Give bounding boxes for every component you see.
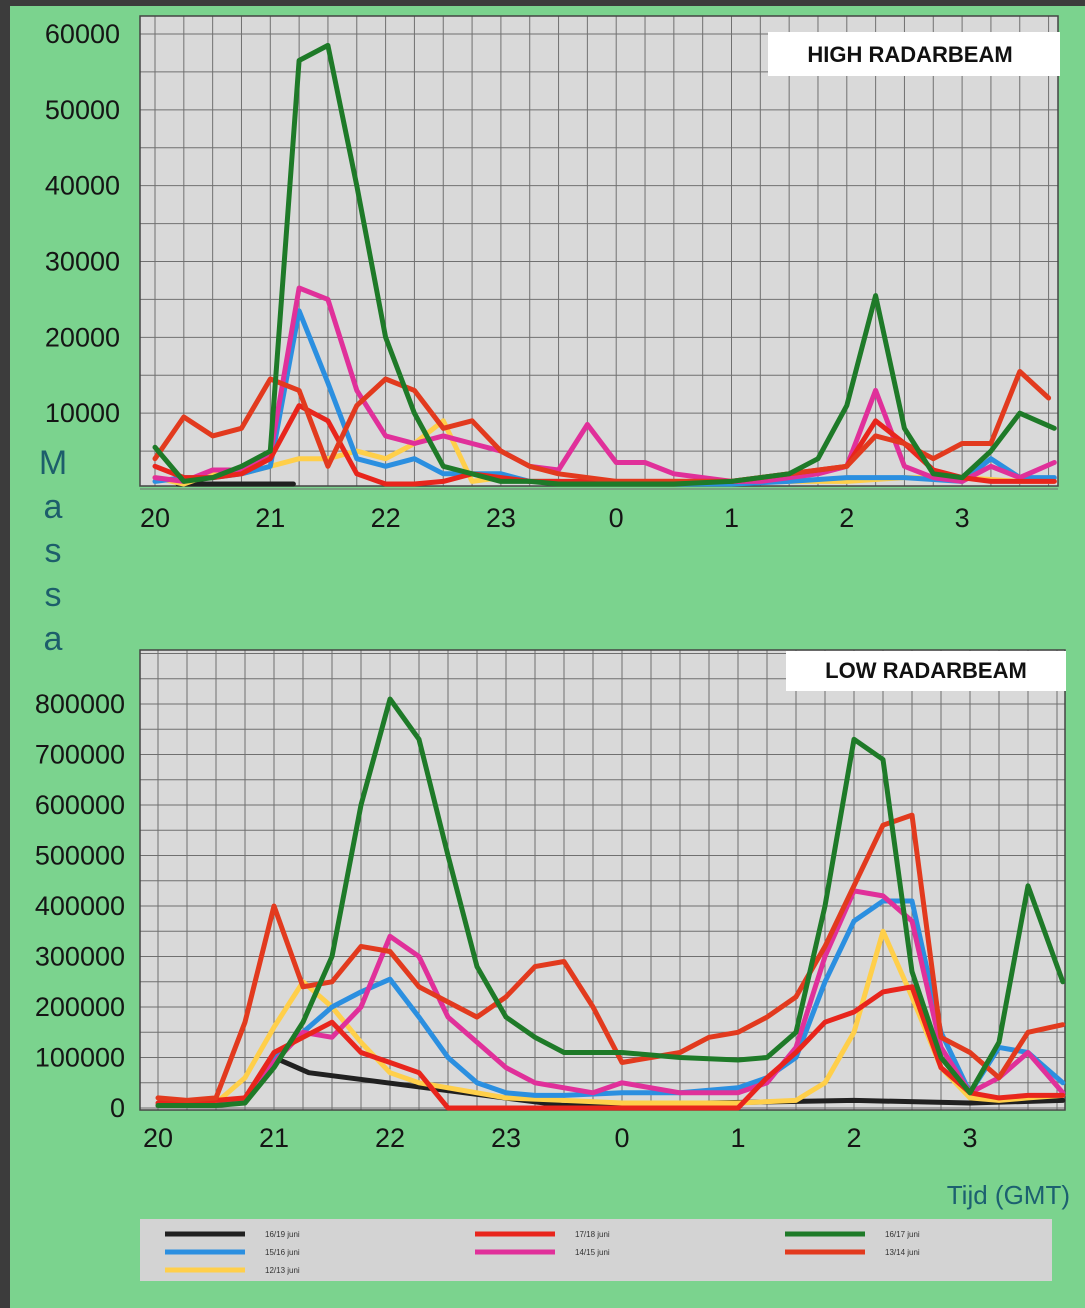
series-line-15-16-juni	[152, 308, 1057, 487]
x-tick-label: 21	[255, 503, 285, 533]
low-title-box	[786, 651, 1066, 691]
low-radarbeam-chart: 0 100000 200000 300000 400000 500000 600000 700…	[35, 649, 1066, 1153]
legend-label: 16/17 juni	[885, 1230, 920, 1239]
y-tick-label: 40000	[45, 171, 120, 201]
y-axis-label-letter-3: s	[45, 532, 62, 570]
x-tick-label: 1	[730, 1123, 745, 1153]
high-series-lines	[152, 42, 1057, 487]
legend-items: 16/19 juni 17/18 juni 16/17 juni 15/16 juni…	[165, 1230, 920, 1275]
legend-box	[140, 1219, 1052, 1281]
y-tick-label: 200000	[35, 992, 125, 1022]
y-axis-label-letter-5: a	[44, 620, 63, 658]
x-tick-label: 0	[609, 503, 624, 533]
series-line-13-14-juni	[155, 812, 1066, 1103]
series-line-17-18-juni	[155, 984, 1066, 1111]
legend-label: 13/14 juni	[885, 1248, 920, 1257]
x-tick-label: 0	[614, 1123, 629, 1153]
low-x-axis: 20 21 22 23 0 1 2 3	[143, 1123, 978, 1153]
series-line-13-14-juni	[152, 369, 1052, 484]
y-tick-label: 50000	[45, 95, 120, 125]
x-tick-label: 3	[955, 503, 970, 533]
legend-label: 14/15 juni	[575, 1248, 610, 1257]
x-axis-label: Tijd (GMT)	[947, 1180, 1070, 1210]
y-tick-label: 800000	[35, 689, 125, 719]
y-tick-label: 10000	[45, 398, 120, 428]
y-tick-label: 700000	[35, 740, 125, 770]
low-plot-area	[140, 650, 1065, 1110]
legend-label: 12/13 juni	[265, 1266, 300, 1275]
legend: 16/19 juni 17/18 juni 16/17 juni 15/16 juni…	[140, 1219, 1052, 1281]
y-tick-label: 600000	[35, 790, 125, 820]
series-line-16-17-juni	[155, 696, 1066, 1108]
y-tick-label: 30000	[45, 247, 120, 277]
y-axis-label-letter-2: a	[44, 488, 63, 526]
legend-label: 15/16 juni	[265, 1248, 300, 1257]
x-tick-label: 2	[839, 503, 854, 533]
y-tick-label: 100000	[35, 1043, 125, 1073]
x-tick-label: 20	[143, 1123, 173, 1153]
low-series-lines	[155, 696, 1066, 1111]
y-tick-label: 500000	[35, 841, 125, 871]
x-tick-label: 20	[140, 503, 170, 533]
y-tick-label: 300000	[35, 942, 125, 972]
series-line-16-17-juni	[152, 42, 1057, 487]
y-tick-label: 400000	[35, 891, 125, 921]
x-tick-label: 1	[724, 503, 739, 533]
x-tick-label: 22	[375, 1123, 405, 1153]
high-x-axis: 20 21 22 23 0 1 2 3	[140, 503, 970, 533]
y-axis-label: M a s s a	[39, 444, 67, 658]
legend-label: 16/19 juni	[265, 1230, 300, 1239]
high-y-axis: 10000 20000 30000 40000 50000 60000	[45, 19, 120, 428]
x-tick-label: 2	[846, 1123, 861, 1153]
high-title-box	[768, 32, 1060, 76]
low-y-axis: 0 100000 200000 300000 400000 500000 600000 700…	[35, 689, 125, 1123]
x-tick-label: 23	[491, 1123, 521, 1153]
low-chart-title: LOW RADARBEAM	[825, 658, 1027, 683]
series-line-14-15-juni	[152, 285, 1057, 484]
x-tick-label: 23	[486, 503, 516, 533]
x-tick-label: 21	[259, 1123, 289, 1153]
y-tick-label: 20000	[45, 322, 120, 352]
y-tick-label: 60000	[45, 19, 120, 49]
x-tick-label: 3	[962, 1123, 977, 1153]
y-tick-label: 0	[110, 1093, 125, 1123]
high-plot-area	[140, 16, 1058, 486]
legend-label: 17/18 juni	[575, 1230, 610, 1239]
y-axis-label-letter-1: M	[39, 444, 67, 482]
high-chart-title: HIGH RADARBEAM	[807, 42, 1012, 67]
x-tick-label: 22	[371, 503, 401, 533]
y-axis-label-letter-4: s	[45, 576, 62, 614]
